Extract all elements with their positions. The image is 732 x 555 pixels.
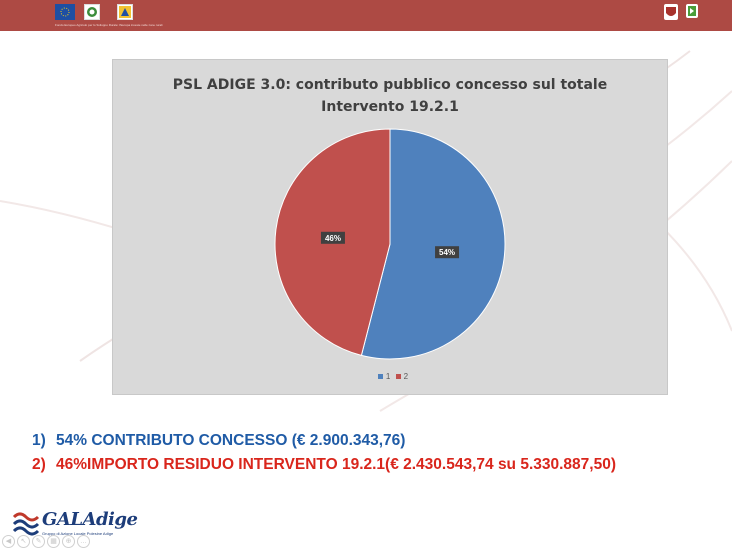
caption-1: 1) 54% CONTRIBUTO CONCESSO (€ 2.900.343,7…	[32, 432, 405, 450]
nav-prev-button[interactable]: ◀	[2, 535, 15, 548]
legend-label-2: 2	[403, 372, 409, 381]
gal-logo-text: GALAdige	[42, 509, 138, 530]
caption-1-number: 1)	[32, 432, 46, 449]
caption-1-text: 54% CONTRIBUTO CONCESSO (€ 2.900.343,76)	[56, 432, 406, 449]
gal-logo-subtitle: Gruppo di Azione Locale Polesine Adige	[42, 531, 114, 536]
legend-label-1: 1	[385, 372, 391, 381]
nav-slides-button[interactable]: ▦	[47, 535, 60, 548]
nav-zoom-button[interactable]: ⊕	[62, 535, 75, 548]
chart-title-line-1: PSL ADIGE 3.0: contributo pubblico conce…	[172, 77, 608, 93]
legend-swatch-2	[395, 374, 401, 380]
eu-flag-logo	[55, 4, 75, 20]
gal-waves-icon	[12, 512, 40, 536]
caption-2-number: 2)	[32, 456, 46, 473]
republic-emblem-logo	[84, 4, 100, 20]
chart-title-line-2: Intervento 19.2.1	[321, 99, 459, 115]
nav-pen-button[interactable]: ✎	[32, 535, 45, 548]
gal-adige-logo: GALAdige Gruppo di Azione Locale Polesin…	[12, 507, 162, 543]
data-label-1: 54%	[439, 248, 455, 257]
data-label-bg-2	[320, 231, 345, 244]
pie-chart: 54% 46%	[274, 128, 506, 360]
caption-2: 2) 46%IMPORTO RESIDUO INTERVENTO 19.2.1(€…	[32, 456, 616, 474]
nav-pointer-button[interactable]: ↖	[17, 535, 30, 548]
chart-area: PSL ADIGE 3.0: contributo pubblico conce…	[112, 59, 668, 395]
legend-swatch-1	[377, 374, 383, 380]
leader-logo	[686, 4, 698, 18]
caption-2-text: 46%IMPORTO RESIDUO INTERVENTO 19.2.1(€ 2…	[56, 456, 616, 473]
data-label-bg-1	[435, 246, 460, 259]
chart-title: PSL ADIGE 3.0: contributo pubblico conce…	[113, 74, 667, 118]
data-label-2: 46%	[325, 234, 341, 243]
pie-slice-1	[360, 128, 506, 360]
region-veneto-logo	[117, 4, 133, 20]
chart-legend: 1 2	[113, 372, 667, 381]
header-bar: Fondo Europeo Agricolo per lo Sviluppo R…	[0, 0, 732, 31]
nav-more-button[interactable]: …	[77, 535, 90, 548]
gal-crest-logo	[664, 4, 678, 20]
header-disclaimer: Fondo Europeo Agricolo per lo Sviluppo R…	[55, 23, 163, 27]
